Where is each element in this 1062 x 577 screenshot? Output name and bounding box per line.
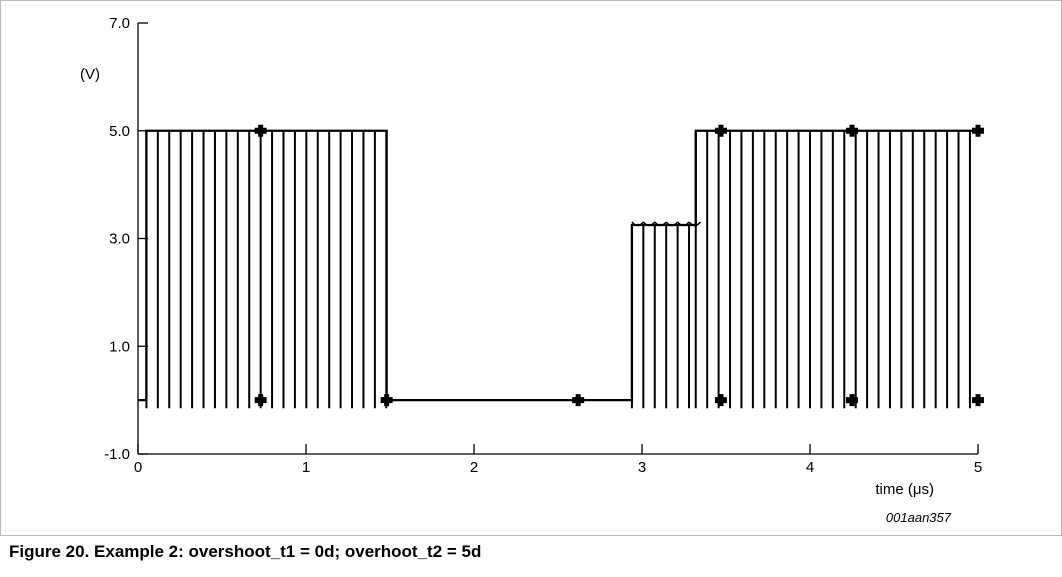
waveform-marker — [975, 124, 981, 137]
x-tick-label: 0 — [134, 459, 142, 476]
waveform-marker — [258, 124, 264, 137]
y-tick-label: -1.0 — [104, 446, 130, 463]
x-tick-label: 2 — [470, 459, 478, 476]
waveform-marker — [258, 394, 264, 407]
waveform-chart: -1.0 1.0 3.0 5.0 7.0 0 1 2 3 4 5 (V) time (μs) 001… — [0, 0, 1062, 536]
figure-caption: Figure 20. Example 2: overshoot_t1 = 0d;… — [9, 542, 482, 561]
waveform-marker — [718, 124, 724, 137]
y-tick-label: 5.0 — [109, 123, 130, 140]
plot-area — [138, 124, 984, 409]
figure-reference: 001aan357 — [886, 510, 952, 525]
axes: -1.0 1.0 3.0 5.0 7.0 0 1 2 3 4 5 — [104, 15, 982, 476]
x-tick-label: 3 — [638, 459, 646, 476]
waveform-marker — [384, 394, 390, 407]
figure-frame: -1.0 1.0 3.0 5.0 7.0 0 1 2 3 4 5 (V) time (μs) 001… — [0, 0, 1062, 536]
waveform-marker — [975, 394, 981, 407]
waveform-line — [138, 129, 978, 402]
y-tick-label: 1.0 — [109, 338, 130, 355]
y-tick-label: 7.0 — [109, 15, 130, 32]
waveform-marker — [849, 394, 855, 407]
waveform-marker — [849, 124, 855, 137]
waveform-marker — [575, 394, 581, 407]
y-tick-label: 3.0 — [109, 231, 130, 248]
x-tick-label: 4 — [806, 459, 814, 476]
x-tick-label: 1 — [302, 459, 310, 476]
x-axis-label: time (μs) — [875, 481, 934, 498]
waveform-marker — [718, 394, 724, 407]
y-axis-label: (V) — [80, 66, 100, 83]
x-tick-label: 5 — [974, 459, 982, 476]
